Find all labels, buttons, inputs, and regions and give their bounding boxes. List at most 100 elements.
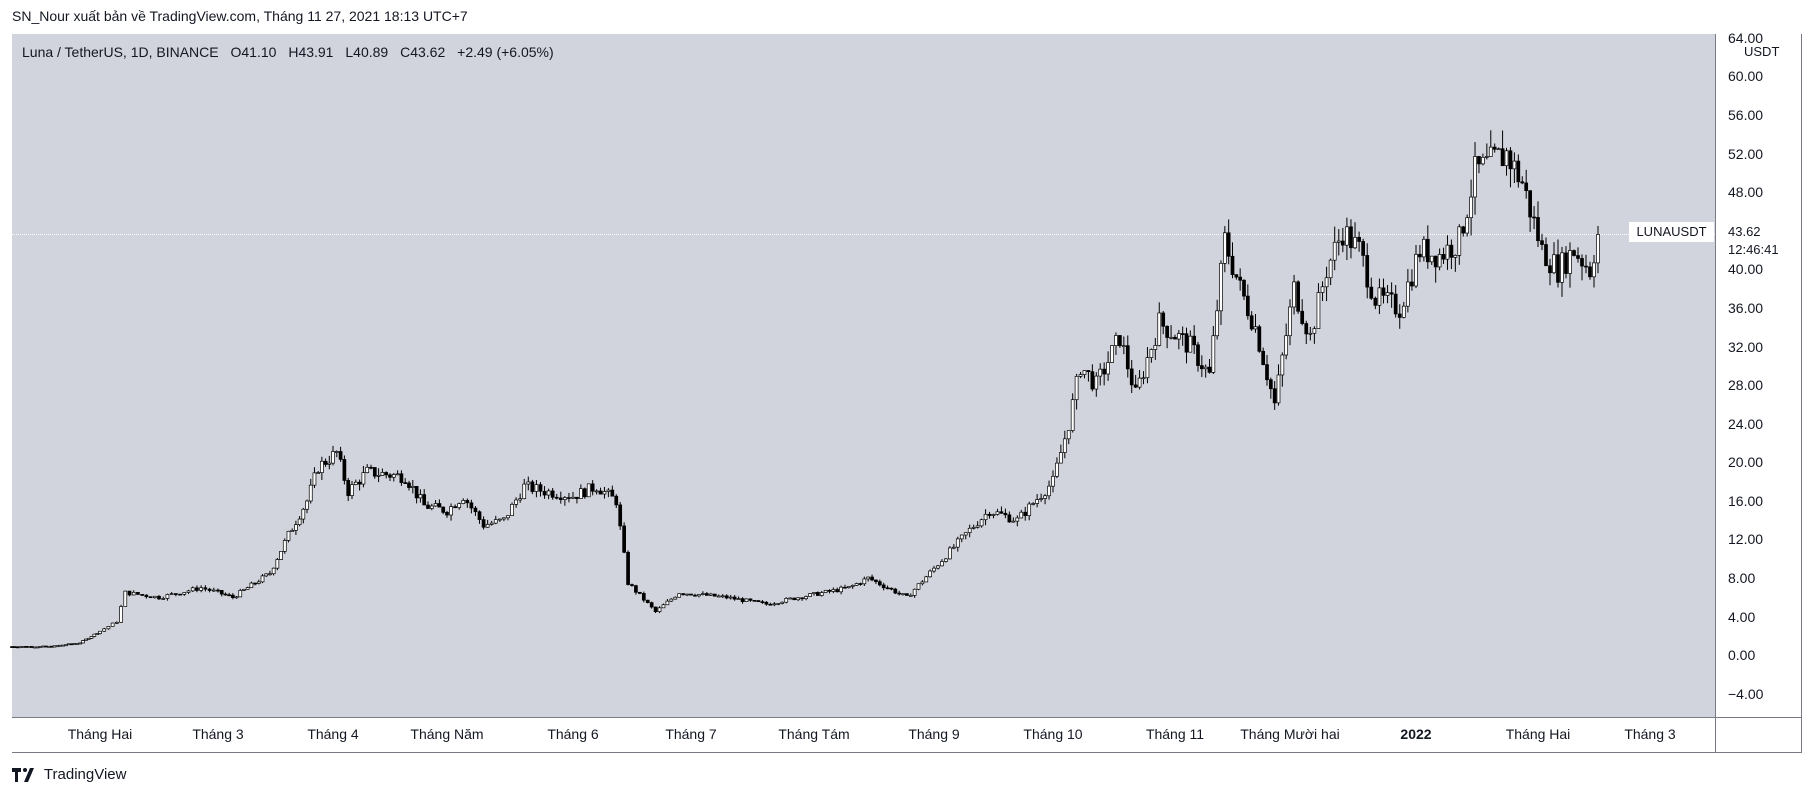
- candle-body: [1169, 336, 1173, 339]
- candle-body: [1516, 160, 1521, 183]
- candle-body: [951, 546, 956, 549]
- candle-body: [586, 483, 591, 498]
- candle-body: [889, 587, 894, 590]
- candle-body: [334, 451, 339, 453]
- candle-body: [238, 590, 243, 598]
- candle-body: [1389, 292, 1394, 295]
- candle-body: [1222, 232, 1227, 264]
- candle-body: [1129, 368, 1134, 386]
- candle-body: [418, 494, 423, 499]
- candle-body: [140, 594, 144, 596]
- candle-body: [1357, 236, 1361, 242]
- candle-body: [983, 513, 988, 521]
- candle-body: [526, 481, 531, 485]
- price-tick-label: 48.00: [1728, 184, 1764, 201]
- candle-body: [353, 481, 358, 485]
- price-tick-label: 36.00: [1728, 299, 1764, 316]
- candle-body: [630, 584, 634, 586]
- candle-body: [819, 592, 824, 596]
- candle-body: [1268, 379, 1273, 390]
- candle-body: [1215, 310, 1220, 337]
- candle-body: [1336, 240, 1341, 243]
- candle-body: [106, 626, 111, 630]
- candle-body: [1528, 190, 1532, 218]
- candle-body: [372, 467, 377, 477]
- candle-body: [1429, 255, 1434, 263]
- candle-body: [230, 594, 235, 598]
- candle-body: [395, 473, 400, 476]
- candle-body: [614, 495, 619, 506]
- candle-body: [908, 594, 913, 597]
- candle-body: [1118, 335, 1122, 347]
- time-axis-border: [12, 717, 1802, 718]
- candle-body: [410, 486, 415, 488]
- candle-body: [1098, 368, 1103, 377]
- candle-body: [268, 573, 272, 576]
- candle-body: [874, 579, 878, 582]
- time-tick-label: Tháng 7: [665, 726, 717, 742]
- candle-body: [893, 588, 898, 594]
- candle-body: [350, 484, 354, 496]
- candle-body: [1272, 388, 1277, 404]
- candle-body: [211, 589, 216, 592]
- candle-body: [835, 589, 840, 593]
- candle-body: [473, 507, 478, 513]
- candle-body: [1110, 345, 1114, 363]
- candle-body: [645, 599, 650, 603]
- candle-body: [1161, 312, 1166, 327]
- candle-body: [804, 596, 808, 600]
- chart-legend: Luna / TetherUS, 1D, BINANCE O41.10 H43.…: [22, 44, 562, 60]
- chart-right-border: [1801, 34, 1802, 753]
- candle-body: [1520, 181, 1525, 184]
- chart-plot-area[interactable]: [12, 34, 1715, 717]
- candle-body: [971, 526, 976, 529]
- candle-body: [1257, 326, 1262, 352]
- candle-body: [1316, 292, 1321, 330]
- candle-body: [1473, 156, 1477, 198]
- candle-body: [127, 590, 132, 596]
- legend-change: +2.49 (+6.05%): [457, 44, 554, 60]
- candle-body: [1242, 279, 1246, 297]
- candle-body: [744, 598, 749, 602]
- candle-body: [991, 514, 996, 516]
- candle-body: [1414, 253, 1418, 287]
- candle-body: [1011, 520, 1016, 523]
- candle-body: [1345, 226, 1349, 246]
- candle-body: [661, 604, 666, 609]
- candle-body: [582, 488, 587, 498]
- candle-body: [1504, 150, 1509, 167]
- candle-body: [1437, 254, 1442, 268]
- time-tick-label: Tháng 10: [1023, 726, 1083, 742]
- time-tick-label: Tháng Hai: [67, 726, 133, 742]
- candle-body: [1276, 374, 1281, 404]
- candle-body: [1410, 281, 1414, 287]
- candle-body: [1477, 156, 1481, 165]
- legend-symbol[interactable]: Luna / TetherUS, 1D, BINANCE: [22, 44, 219, 60]
- candle-body: [1074, 376, 1079, 401]
- candle-body: [748, 598, 753, 601]
- candle-body: [1377, 287, 1382, 306]
- candle-body: [1114, 335, 1118, 346]
- candle-body: [308, 484, 313, 502]
- candle-body: [1199, 365, 1204, 370]
- candle-body: [928, 570, 932, 578]
- candle-body: [256, 581, 261, 584]
- candle-body: [846, 586, 851, 588]
- candle-body: [575, 496, 579, 499]
- candle-body: [772, 603, 777, 606]
- candle-body: [1284, 335, 1289, 356]
- candle-body: [245, 587, 250, 590]
- candle-body: [1230, 255, 1235, 275]
- tradingview-brand[interactable]: TradingView: [12, 766, 126, 783]
- time-tick-label: Tháng Tám: [778, 726, 850, 742]
- candle-body: [1381, 287, 1386, 296]
- candle-body: [788, 597, 793, 600]
- symbol-price-label: LUNAUSDT: [1629, 222, 1714, 242]
- candle-body: [843, 586, 847, 589]
- candle-body: [481, 519, 486, 528]
- candle-body: [622, 525, 626, 553]
- candle-body: [1031, 503, 1036, 505]
- candle-body: [987, 513, 992, 516]
- candle-body: [305, 500, 309, 510]
